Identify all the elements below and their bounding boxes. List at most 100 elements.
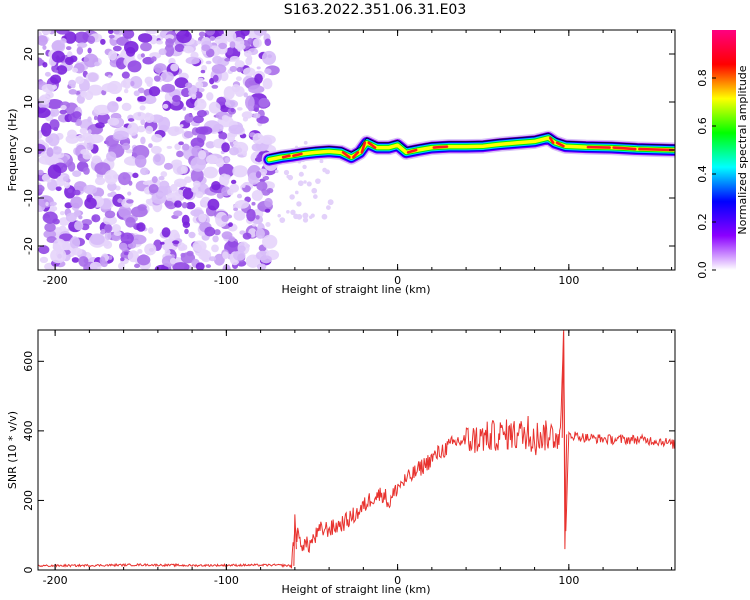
noise-blob: [121, 71, 130, 79]
noise-blob: [153, 75, 161, 82]
noise-blob: [163, 162, 173, 170]
noise-blob: [160, 71, 174, 83]
noise-blob: [70, 196, 83, 209]
snr-series-line: [38, 331, 675, 569]
noise-blob: [102, 215, 117, 226]
noise-blob: [87, 35, 96, 44]
noise-blob: [211, 84, 219, 89]
noise-blob: [64, 31, 77, 44]
ridge-edge-line: [269, 132, 675, 155]
noise-blob: [251, 190, 263, 201]
noise-blob: [72, 67, 79, 73]
ridge-core: [281, 154, 291, 159]
noise-blob: [95, 122, 105, 129]
noise-blob: [236, 107, 243, 111]
noise-blob: [226, 132, 236, 143]
noise-blob: [181, 202, 188, 209]
noise-blob: [246, 208, 256, 222]
noise-blob: [275, 169, 279, 174]
noise-blob: [68, 89, 78, 95]
noise-blob: [76, 46, 83, 55]
noise-blob: [45, 98, 64, 109]
noise-blob: [51, 39, 66, 53]
noise-blob: [195, 191, 204, 199]
noise-blob: [85, 232, 91, 239]
noise-blob: [265, 222, 271, 228]
noise-blob: [151, 134, 163, 143]
noise-blob: [53, 126, 59, 132]
noise-blob: [70, 83, 76, 89]
noise-blob: [56, 65, 68, 75]
noise-blob: [178, 141, 184, 146]
noise-blob: [121, 142, 131, 151]
noise-blob: [236, 193, 243, 199]
noise-blob: [131, 145, 150, 160]
noise-blob: [100, 228, 106, 234]
noise-blob: [140, 136, 146, 145]
colorbar-tick-label-0: 0.0: [696, 261, 709, 279]
noise-blob: [211, 64, 227, 74]
noise-blob: [140, 53, 145, 58]
noise-blob: [219, 71, 229, 82]
noise-blob: [156, 40, 164, 45]
snr-xtick-label-1: -100: [214, 574, 239, 587]
noise-blob: [183, 45, 195, 54]
noise-blob: [290, 209, 296, 216]
figure-title: S163.2022.351.06.31.E03: [284, 2, 467, 18]
noise-blob: [302, 164, 307, 170]
noise-blob: [164, 44, 175, 57]
noise-blob: [227, 188, 234, 196]
noise-blob: [283, 169, 290, 176]
noise-blob: [140, 167, 149, 176]
noise-blob: [121, 102, 132, 112]
noise-blob: [206, 92, 214, 101]
noise-blob: [243, 92, 248, 98]
noise-blob: [164, 249, 171, 255]
noise-blob: [145, 198, 151, 205]
noise-blob: [158, 116, 171, 131]
noise-blob: [148, 86, 161, 97]
snr-xlabel: Height of straight line (km): [281, 583, 430, 596]
noise-blob: [260, 255, 272, 264]
noise-blob: [184, 228, 189, 235]
noise-blob: [148, 143, 153, 148]
noise-blob: [196, 109, 207, 118]
noise-blob: [201, 44, 211, 52]
noise-blob: [60, 105, 67, 110]
noise-blob: [255, 215, 260, 220]
colorbar-label: Normalized spectral amplitude: [736, 65, 749, 234]
noise-blob: [208, 256, 217, 262]
noise-blob: [158, 48, 167, 56]
noise-blob: [207, 198, 220, 211]
noise-blob: [133, 90, 140, 97]
noise-blob: [311, 187, 318, 194]
noise-blob: [49, 119, 60, 130]
noise-blob: [85, 72, 100, 83]
noise-blob: [86, 142, 94, 151]
noise-blob: [42, 62, 48, 68]
noise-blob: [93, 115, 98, 121]
noise-blob: [229, 55, 240, 62]
noise-blob: [203, 166, 218, 179]
noise-blob: [233, 210, 246, 221]
noise-blob: [237, 46, 243, 52]
noise-blob: [38, 131, 43, 139]
noise-blob: [97, 112, 110, 124]
noise-blob: [148, 184, 159, 194]
noise-blob: [52, 146, 62, 155]
noise-blob: [310, 213, 315, 218]
noise-blob: [91, 155, 102, 164]
noise-blob: [47, 133, 60, 147]
noise-blob: [103, 240, 110, 247]
noise-blob: [76, 118, 82, 127]
noise-blob: [264, 68, 272, 75]
noise-blob: [51, 50, 66, 63]
noise-blob: [65, 212, 77, 223]
noise-blob: [298, 171, 304, 177]
noise-blob: [137, 249, 143, 254]
snr-frame: [37, 329, 676, 571]
noise-blob: [252, 38, 262, 48]
noise-blob: [289, 194, 295, 200]
noise-blob: [160, 241, 165, 245]
